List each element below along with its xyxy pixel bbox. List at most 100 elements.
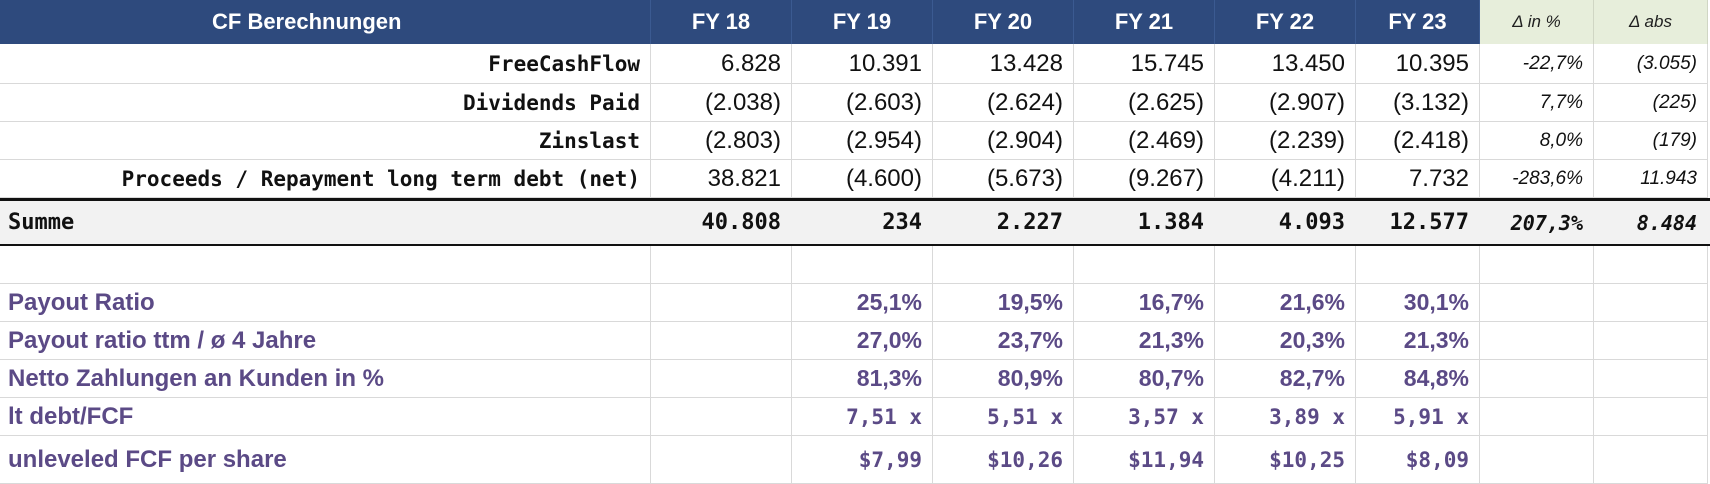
empty-cell[interactable]	[0, 246, 651, 284]
empty-cell[interactable]	[933, 246, 1074, 284]
kpi-value[interactable]	[651, 398, 792, 436]
kpi-value[interactable]: 84,8%	[1356, 360, 1480, 398]
empty-cell[interactable]	[792, 246, 933, 284]
kpi-value[interactable]	[651, 322, 792, 360]
kpi-value[interactable]: 80,9%	[933, 360, 1074, 398]
value-cell[interactable]: (2.624)	[933, 84, 1074, 122]
header-fy20[interactable]: FY 20	[933, 0, 1074, 44]
kpi-value[interactable]: 27,0%	[792, 322, 933, 360]
kpi-label[interactable]: unleveled FCF per share	[0, 436, 651, 484]
summe-value[interactable]: 4.093	[1215, 201, 1356, 244]
kpi-value[interactable]: 80,7%	[1074, 360, 1215, 398]
empty-cell[interactable]	[1480, 398, 1594, 436]
kpi-value[interactable]: 21,3%	[1074, 322, 1215, 360]
row-label[interactable]: FreeCashFlow	[0, 44, 651, 84]
empty-cell[interactable]	[1480, 246, 1594, 284]
empty-cell[interactable]	[1356, 246, 1480, 284]
value-cell[interactable]: (2.954)	[792, 122, 933, 160]
empty-cell[interactable]	[651, 246, 792, 284]
kpi-label[interactable]: Payout Ratio	[0, 284, 651, 322]
delta-pct-cell[interactable]: 7,7%	[1480, 84, 1594, 122]
header-fy21[interactable]: FY 21	[1074, 0, 1215, 44]
kpi-value[interactable]: $10,25	[1215, 436, 1356, 484]
row-label[interactable]: Proceeds / Repayment long term debt (net…	[0, 160, 651, 198]
row-label[interactable]: Dividends Paid	[0, 84, 651, 122]
empty-cell[interactable]	[1594, 436, 1708, 484]
value-cell[interactable]: (2.803)	[651, 122, 792, 160]
kpi-value[interactable]: 20,3%	[1215, 322, 1356, 360]
kpi-value[interactable]: $11,94	[1074, 436, 1215, 484]
value-cell[interactable]: 6.828	[651, 44, 792, 84]
kpi-label[interactable]: Payout ratio ttm / ø 4 Jahre	[0, 322, 651, 360]
value-cell[interactable]: 15.745	[1074, 44, 1215, 84]
header-fy23[interactable]: FY 23	[1356, 0, 1480, 44]
header-title-cell[interactable]: CF Berechnungen	[0, 0, 651, 44]
summe-label[interactable]: Summe	[0, 201, 651, 244]
empty-cell[interactable]	[1480, 360, 1594, 398]
value-cell[interactable]: (2.418)	[1356, 122, 1480, 160]
value-cell[interactable]: 13.428	[933, 44, 1074, 84]
kpi-value[interactable]: 23,7%	[933, 322, 1074, 360]
header-fy19[interactable]: FY 19	[792, 0, 933, 44]
kpi-value[interactable]: 5,91 x	[1356, 398, 1480, 436]
delta-abs-cell[interactable]: 11.943	[1594, 160, 1708, 198]
empty-cell[interactable]	[1480, 322, 1594, 360]
value-cell[interactable]: 7.732	[1356, 160, 1480, 198]
value-cell[interactable]: (3.132)	[1356, 84, 1480, 122]
header-delta-abs[interactable]: Δ abs	[1594, 0, 1708, 44]
empty-cell[interactable]	[1594, 284, 1708, 322]
empty-cell[interactable]	[1594, 360, 1708, 398]
delta-abs-cell[interactable]: (179)	[1594, 122, 1708, 160]
summe-value[interactable]: 1.384	[1074, 201, 1215, 244]
summe-value[interactable]: 234	[792, 201, 933, 244]
kpi-value[interactable]: 5,51 x	[933, 398, 1074, 436]
kpi-value[interactable]: 16,7%	[1074, 284, 1215, 322]
summe-delta-pct[interactable]: 207,3%	[1480, 201, 1594, 244]
kpi-value[interactable]: 21,3%	[1356, 322, 1480, 360]
kpi-value[interactable]: $10,26	[933, 436, 1074, 484]
value-cell[interactable]: (2.469)	[1074, 122, 1215, 160]
header-fy22[interactable]: FY 22	[1215, 0, 1356, 44]
kpi-value[interactable]: $7,99	[792, 436, 933, 484]
kpi-value[interactable]	[651, 284, 792, 322]
kpi-value[interactable]: 25,1%	[792, 284, 933, 322]
value-cell[interactable]: (2.603)	[792, 84, 933, 122]
value-cell[interactable]: (5.673)	[933, 160, 1074, 198]
delta-pct-cell[interactable]: 8,0%	[1480, 122, 1594, 160]
value-cell[interactable]: 38.821	[651, 160, 792, 198]
value-cell[interactable]: 13.450	[1215, 44, 1356, 84]
kpi-value[interactable]: 7,51 x	[792, 398, 933, 436]
value-cell[interactable]: (2.907)	[1215, 84, 1356, 122]
kpi-value[interactable]: 19,5%	[933, 284, 1074, 322]
kpi-value[interactable]	[651, 436, 792, 484]
summe-delta-abs[interactable]: 8.484	[1594, 201, 1708, 244]
empty-cell[interactable]	[1480, 436, 1594, 484]
value-cell[interactable]: (2.904)	[933, 122, 1074, 160]
header-fy18[interactable]: FY 18	[651, 0, 792, 44]
kpi-label[interactable]: lt debt/FCF	[0, 398, 651, 436]
value-cell[interactable]: (2.625)	[1074, 84, 1215, 122]
kpi-value[interactable]: 21,6%	[1215, 284, 1356, 322]
empty-cell[interactable]	[1215, 246, 1356, 284]
value-cell[interactable]: (4.600)	[792, 160, 933, 198]
row-label[interactable]: Zinslast	[0, 122, 651, 160]
empty-cell[interactable]	[1480, 284, 1594, 322]
delta-abs-cell[interactable]: (3.055)	[1594, 44, 1708, 84]
empty-cell[interactable]	[1074, 246, 1215, 284]
kpi-value[interactable]: 3,57 x	[1074, 398, 1215, 436]
empty-cell[interactable]	[1594, 322, 1708, 360]
value-cell[interactable]: 10.391	[792, 44, 933, 84]
value-cell[interactable]: 10.395	[1356, 44, 1480, 84]
kpi-value[interactable]: $8,09	[1356, 436, 1480, 484]
kpi-value[interactable]: 3,89 x	[1215, 398, 1356, 436]
kpi-value[interactable]: 30,1%	[1356, 284, 1480, 322]
delta-abs-cell[interactable]: (225)	[1594, 84, 1708, 122]
header-delta-pct[interactable]: Δ in %	[1480, 0, 1594, 44]
delta-pct-cell[interactable]: -22,7%	[1480, 44, 1594, 84]
summe-value[interactable]: 12.577	[1356, 201, 1480, 244]
empty-cell[interactable]	[1594, 246, 1708, 284]
kpi-value[interactable]: 82,7%	[1215, 360, 1356, 398]
summe-value[interactable]: 40.808	[651, 201, 792, 244]
kpi-value[interactable]	[651, 360, 792, 398]
value-cell[interactable]: (2.239)	[1215, 122, 1356, 160]
